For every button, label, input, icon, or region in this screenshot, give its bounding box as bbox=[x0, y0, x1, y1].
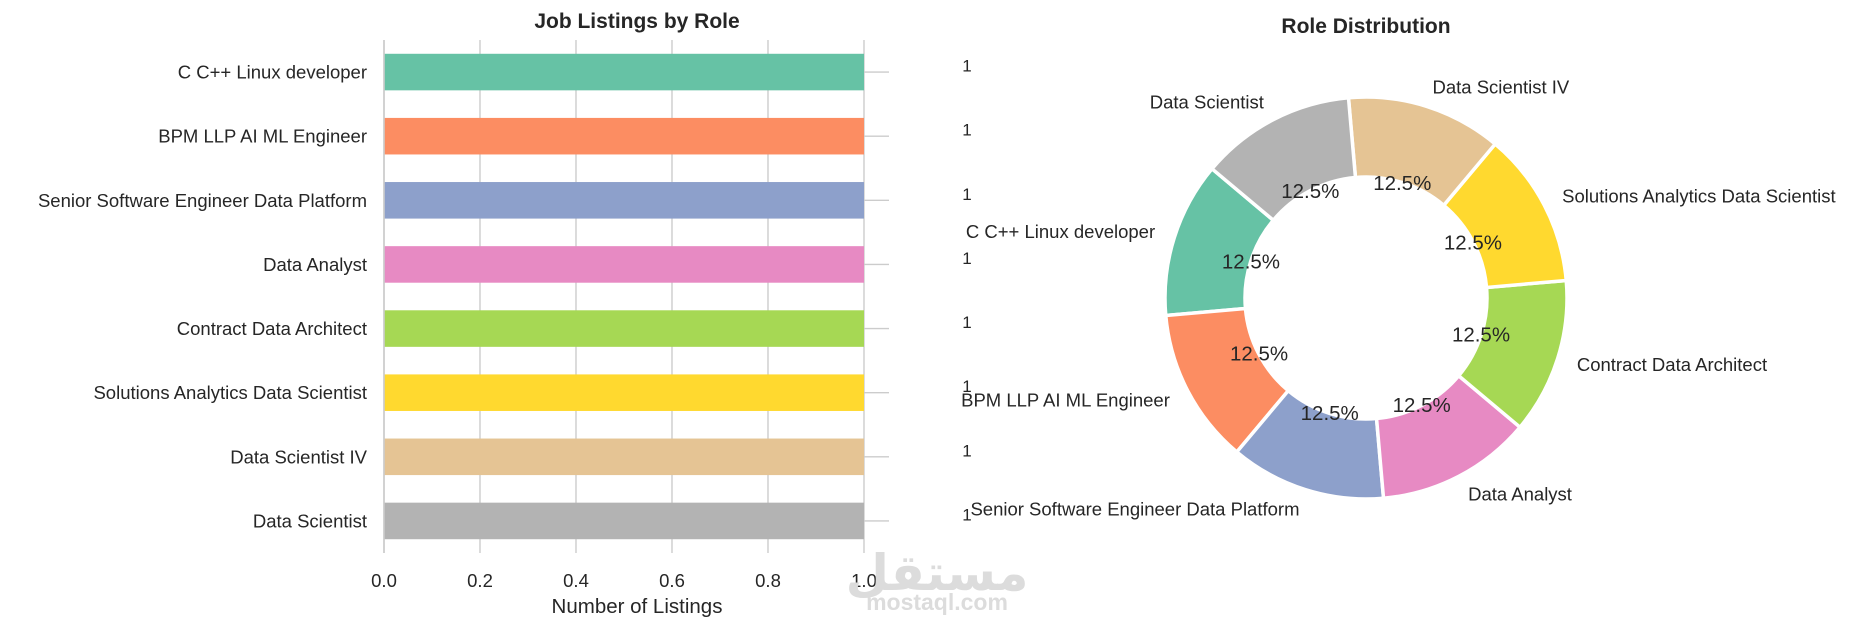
donut-slices bbox=[1163, 95, 1569, 501]
donut-chart: Role Distribution 12.5%12.5%12.5% 12.5%12… bbox=[961, 15, 1836, 519]
donut-percent-label: 12.5% bbox=[1281, 180, 1339, 203]
donut-category-label: Solutions Analytics Data Scientist bbox=[1562, 185, 1836, 206]
bar bbox=[384, 53, 864, 91]
donut-percent-label: 12.5% bbox=[1222, 251, 1280, 274]
bar-category-label: Data Scientist IV bbox=[230, 446, 367, 467]
watermark-arabic: مستقل bbox=[846, 545, 1029, 601]
bar-series bbox=[384, 53, 864, 540]
bar-value-label: 1 bbox=[962, 505, 971, 524]
bar-category-label: Senior Software Engineer Data Platform bbox=[38, 190, 367, 211]
x-tick-label: 0.8 bbox=[755, 570, 781, 591]
bar-category-label: Solutions Analytics Data Scientist bbox=[93, 382, 367, 403]
donut-category-label: Contract Data Architect bbox=[1577, 354, 1767, 375]
bar bbox=[384, 117, 864, 155]
bar-category-label: Contract Data Architect bbox=[177, 318, 367, 339]
bar-x-axis-label: Number of Listings bbox=[552, 595, 723, 618]
donut-percent-label: 12.5% bbox=[1393, 394, 1451, 417]
donut-category-label: Data Scientist bbox=[1150, 91, 1264, 112]
bar-value-label: 1 bbox=[962, 313, 971, 332]
donut-percent-label: 12.5% bbox=[1452, 323, 1510, 346]
x-tick-label: 0.2 bbox=[467, 570, 493, 591]
donut-percent-labels: 12.5% 12.5% 12.5% 12.5% 12.5% 12.5% 12.5% 12.5% bbox=[1222, 172, 1510, 425]
bar-value-label: 1 bbox=[962, 121, 971, 140]
bar bbox=[384, 246, 864, 283]
bar-value-label: 1 bbox=[962, 441, 971, 460]
bar-category-label: C C++ Linux developer bbox=[178, 62, 367, 83]
bar bbox=[384, 310, 864, 347]
bar-gridlines bbox=[383, 40, 889, 553]
x-tick-label: 1.0 bbox=[851, 570, 877, 591]
bar bbox=[384, 438, 864, 476]
watermark-latin: mostaql.com bbox=[866, 589, 1008, 615]
x-tick-label: 0.0 bbox=[371, 570, 397, 591]
bar bbox=[384, 374, 864, 411]
bar-chart: Job Listings by Role C C++ Linux develop… bbox=[38, 10, 972, 618]
bar-value-labels: 1 1 1 1 1 1 1 1 bbox=[962, 57, 971, 525]
bar bbox=[384, 502, 864, 540]
bar-value-label: 1 bbox=[962, 185, 971, 204]
donut-category-label: BPM LLP AI ML Engineer bbox=[961, 390, 1170, 411]
x-tick-label: 0.4 bbox=[563, 570, 589, 591]
bar-category-label: BPM LLP AI ML Engineer bbox=[158, 126, 367, 147]
watermark: مستقل mostaql.com bbox=[846, 545, 1029, 615]
donut-slice bbox=[1209, 95, 1358, 223]
donut-category-labels: C C++ Linux developer BPM LLP AI ML Engin… bbox=[961, 77, 1836, 520]
x-tick-label: 0.6 bbox=[659, 570, 685, 591]
donut-category-label: Data Scientist IV bbox=[1432, 77, 1569, 98]
bar-value-label: 1 bbox=[962, 249, 971, 268]
bar-category-label: Data Scientist bbox=[253, 510, 367, 531]
donut-category-label: Data Analyst bbox=[1468, 484, 1572, 505]
bar-x-tick-labels: 0.0 0.2 0.4 0.6 0.8 1.0 bbox=[371, 570, 877, 591]
donut-percent-label: 12.5% bbox=[1230, 343, 1288, 366]
donut-percent-label: 12.5% bbox=[1444, 231, 1502, 254]
donut-category-label: C C++ Linux developer bbox=[966, 221, 1155, 242]
donut-chart-title: Role Distribution bbox=[1281, 15, 1450, 38]
donut-percent-label: 12.5% bbox=[1301, 402, 1359, 425]
bar-value-label: 1 bbox=[962, 57, 971, 76]
donut-percent-label: 12.5% bbox=[1373, 172, 1431, 195]
bar-chart-title: Job Listings by Role bbox=[534, 10, 739, 33]
bar-value-label: 1 bbox=[962, 377, 971, 396]
bar-category-labels: C C++ Linux developer BPM LLP AI ML Engin… bbox=[38, 62, 368, 532]
donut-category-label: Senior Software Engineer Data Platform bbox=[970, 498, 1299, 519]
bar-category-label: Data Analyst bbox=[263, 254, 367, 275]
bar bbox=[384, 182, 864, 219]
